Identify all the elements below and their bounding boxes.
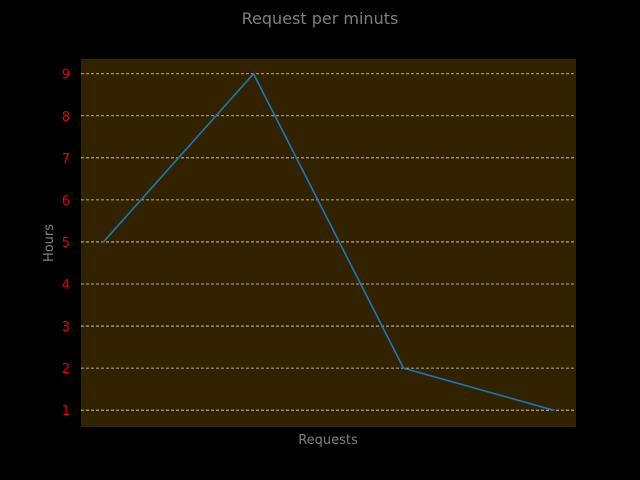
y-tick-label: 4	[62, 278, 70, 293]
x-axis-label: Requests	[298, 433, 358, 448]
data-point	[102, 241, 105, 243]
y-tick-label: 6	[62, 194, 70, 209]
y-tick-label: 8	[62, 110, 70, 125]
y-tick-label: 3	[62, 320, 70, 335]
y-axis-label: Hours	[42, 224, 57, 262]
plot-area	[81, 59, 576, 427]
y-tick-label: 5	[62, 236, 70, 251]
data-point	[552, 409, 555, 412]
y-tick-label: 2	[62, 362, 70, 377]
y-tick-labels: 1 2 3 4 5 6 7 8 9	[62, 68, 70, 419]
data-point	[402, 367, 405, 370]
series-line	[102, 72, 554, 411]
series-layer	[102, 72, 555, 412]
y-tick-label: 1	[62, 404, 70, 419]
grid-lines	[81, 73, 576, 411]
chart-title: Request per minuts	[242, 9, 399, 28]
y-tick-label: 7	[62, 152, 70, 167]
data-point	[252, 72, 255, 75]
y-tick-label: 9	[62, 68, 70, 83]
